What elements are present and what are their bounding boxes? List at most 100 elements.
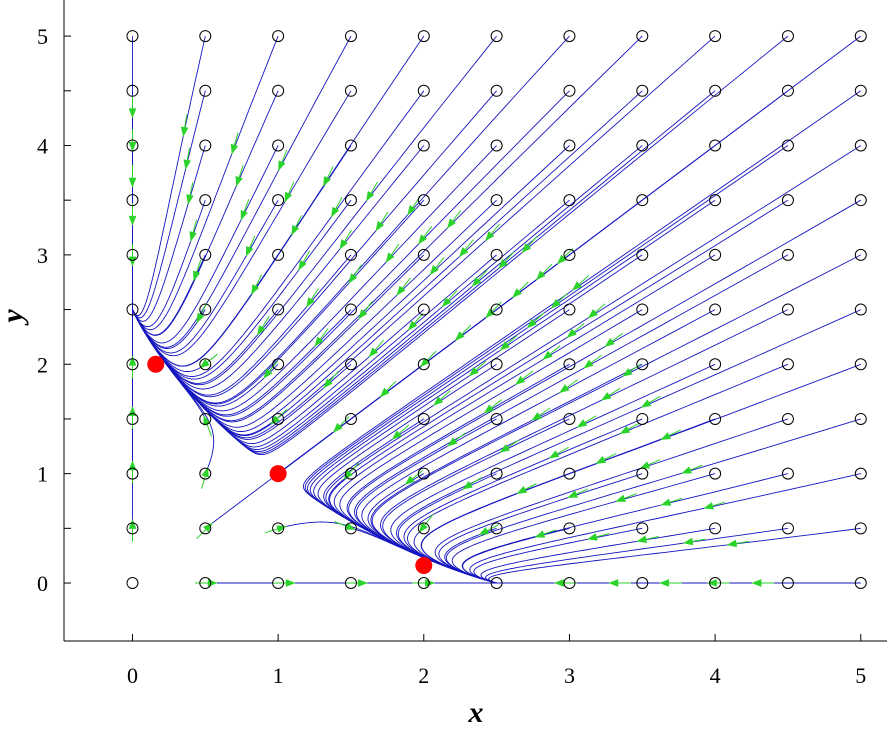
arrow-shaft-3-1	[516, 483, 537, 494]
trajectory-1-4	[132, 145, 279, 344]
initial-point-1-4	[272, 139, 285, 152]
initial-point-5-5	[854, 30, 867, 43]
arrow-shaft-4.5-5	[521, 235, 538, 253]
initial-point-0-1	[126, 467, 139, 480]
trajectory-2.5-4	[132, 145, 497, 412]
arrow-shaft-3.5-1	[567, 488, 589, 499]
arrow-shaft-2.5-2	[433, 390, 451, 406]
initial-point-2.5-0.5	[490, 522, 503, 535]
initial-point-4-4.5	[709, 84, 722, 97]
x-tick-label-1: 1	[273, 663, 284, 688]
arrow-shaft-0.5-2.5	[196, 302, 208, 323]
y-tick-label-0: 0	[37, 571, 48, 596]
arrow-shaft-1.5-2.5	[314, 328, 329, 347]
arrow-shaft-1.5-1.5	[333, 416, 350, 433]
initial-point-4-4	[709, 139, 722, 152]
arrow-shaft-0.5-3	[193, 259, 202, 281]
initial-point-3.5-0	[636, 577, 649, 590]
arrow-shaft-4.5-0.5	[683, 538, 706, 544]
initial-point-2.5-3.5	[490, 194, 503, 207]
initial-point-3-4.5	[563, 84, 576, 97]
trajectory-5-4.5	[302, 90, 862, 584]
arrow-shaft-1-3.5	[245, 235, 256, 257]
arrow-shaft-2-4.5	[330, 197, 343, 217]
initial-point-1-1.5	[272, 412, 285, 425]
arrow-shaft-1-4	[240, 199, 250, 221]
initial-point-1.5-4.5	[344, 84, 357, 97]
initial-point-2-3.5	[417, 194, 430, 207]
initial-point-3-1	[563, 467, 576, 480]
initial-point-2.5-5	[490, 30, 503, 43]
initial-point-4-2.5	[709, 303, 722, 316]
initial-point-4.5-5	[781, 30, 794, 43]
arrow-shaft-1.5-2	[323, 370, 339, 389]
initial-point-1.5-5	[344, 30, 357, 43]
arrow-shaft-1-2.5	[257, 315, 270, 336]
arrow-shaft-4.5-4.5	[536, 263, 553, 281]
axes: 0 1 2 3 4 5 0 1 2 3 4 5	[37, 0, 887, 688]
arrow-shaft-3-1.5	[499, 439, 519, 453]
initial-point-3.5-1	[636, 467, 649, 480]
arrow-shaft-5-4.5	[572, 275, 590, 291]
trajectory-5-1	[469, 473, 861, 584]
initial-point-3-2	[563, 358, 576, 371]
arrow-shaft-4-3.5	[527, 312, 545, 329]
arrow-shaft-4-5	[485, 223, 501, 241]
arrow-shaft-4.5-4	[551, 292, 568, 309]
arrow-shaft-0.5-0.5	[196, 522, 213, 540]
arrow-shaft-3.5-5	[447, 210, 462, 229]
initial-point-4.5-0.5	[781, 522, 794, 535]
arrow-shaft-5-2.5	[641, 395, 661, 408]
arrow-shaft-3-2	[483, 399, 503, 414]
arrow-shaft-3.5-2	[531, 407, 551, 421]
arrow-shaft-1-2	[263, 360, 278, 379]
initial-point-0-4	[126, 139, 139, 152]
initial-point-3-0.5	[563, 522, 576, 535]
trajectory-5-5	[277, 35, 862, 474]
arrow-shaft-3-4.5	[418, 226, 433, 245]
y-tick-label-3: 3	[37, 243, 48, 268]
arrow-shaft-0.5-3.5	[190, 219, 197, 242]
arrow-shaft-2.5-5	[366, 181, 379, 202]
x-axis-label: x	[468, 696, 484, 729]
initial-point-0.5-5	[199, 30, 212, 43]
x-tick-label-5: 5	[855, 663, 866, 688]
initial-point-3.5-4.5	[636, 84, 649, 97]
initial-point-2.5-2.5	[490, 303, 503, 316]
arrow-shaft-4-1.5	[595, 453, 617, 464]
trajectory-1.5-5	[132, 35, 352, 348]
arrow-shaft-3.5-0.5	[587, 533, 610, 540]
initial-point-4-1	[709, 467, 722, 480]
initial-point-0.5-1.5	[199, 412, 212, 425]
y-tick-label-5: 5	[37, 24, 48, 49]
initial-point-0-0.5	[126, 522, 139, 535]
initial-point-2.5-4.5	[490, 84, 503, 97]
initial-point-4.5-4	[781, 139, 794, 152]
arrow-shaft-1-5	[231, 132, 239, 154]
arrow-shaft-2.5-4.5	[375, 211, 389, 231]
arrow-shaft-3-3.5	[442, 289, 458, 308]
initial-point-0-0	[126, 577, 139, 590]
initial-point-4.5-2.5	[781, 303, 794, 316]
arrow-shaft-5-0.5	[727, 540, 750, 546]
arrow-shaft-4-4.5	[498, 251, 514, 269]
trajectory-1-0.5	[278, 521, 497, 584]
arrow-shaft-4-1	[615, 493, 637, 502]
arrow-shaft-2-4	[339, 229, 352, 250]
trajectory-2-4.5	[132, 90, 425, 377]
arrow-shaft-4.5-1.5	[639, 459, 661, 469]
initial-point-2.5-1.5	[490, 412, 503, 425]
initial-point-0-2	[126, 358, 139, 371]
arrow-shaft-2-5	[322, 166, 334, 187]
initial-point-4-3.5	[709, 194, 722, 207]
trajectory-3.5-4.5	[132, 90, 643, 436]
arrow-shaft-2.5-1	[462, 476, 482, 490]
initial-point-0-1.5	[126, 412, 139, 425]
arrow-shaft-1.5-3	[306, 288, 319, 308]
arrow-shaft-4-2.5	[559, 379, 578, 394]
arrow-shaft-0.5-2	[199, 353, 218, 369]
arrow-shaft-1.5-3.5	[298, 250, 311, 271]
initial-point-0.5-4.5	[199, 84, 212, 97]
